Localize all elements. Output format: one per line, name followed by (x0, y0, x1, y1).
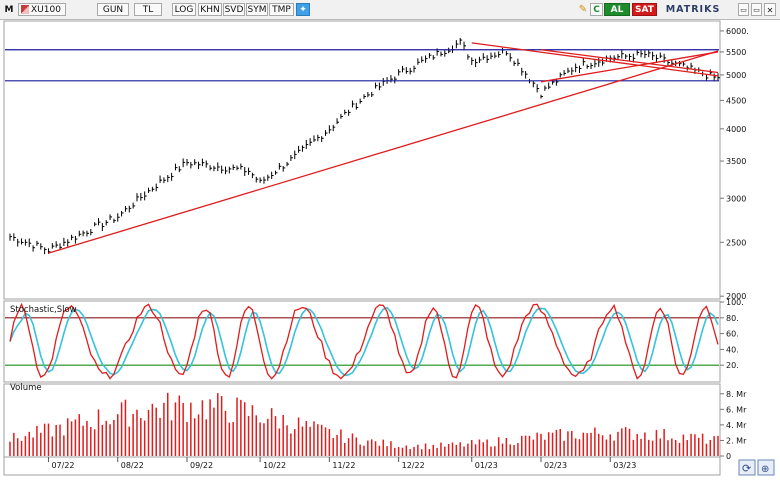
c-button[interactable]: C (590, 3, 603, 16)
stochastic-axis-tick-label: 100. (726, 298, 744, 307)
price-axis-tick-label: 3500 (726, 157, 746, 166)
period-button[interactable]: GUN (97, 3, 129, 16)
x-axis-tick-label: 12/22 (402, 461, 425, 470)
symbol-label: XU100 (31, 5, 61, 15)
volume-axis-tick-label: 8. Mr (726, 390, 747, 399)
price-axis-tick-label: 4000 (726, 125, 746, 134)
stochastic-axis-tick-label: 60. (726, 330, 739, 339)
symbol-icon (21, 5, 29, 14)
refresh-icon[interactable]: ⟳ (742, 462, 751, 475)
sym-button[interactable]: SYM (246, 3, 268, 16)
mode-button[interactable]: M (4, 5, 14, 15)
x-axis-tick-label: 03/23 (613, 461, 636, 470)
volume-pane-title: Volume (10, 383, 42, 393)
khn-button[interactable]: KHN (198, 3, 222, 16)
price-axis-tick-label: 2500 (726, 238, 746, 247)
log-button[interactable]: LOG (172, 3, 196, 16)
price-axis-tick-label: 6000. (726, 27, 749, 36)
trend-line (540, 49, 719, 74)
stochastic-pane-title: Stochastic,Slow (10, 305, 77, 315)
toolbar: M XU100 GUN TL LOG KHN SVD SYM TMP ✦ ✎ C… (0, 0, 780, 20)
stochastic-axis-tick-label: 80. (726, 314, 739, 323)
x-axis-tick-label: 10/22 (263, 461, 286, 470)
volume-axis-tick-label: 6. Mr (726, 405, 747, 414)
price-axis-tick-label: 3000 (726, 194, 746, 203)
volume-axis-tick-label: 2. Mr (726, 436, 747, 445)
tmp-button[interactable]: TMP (269, 3, 294, 16)
stochastic-lines (5, 302, 719, 380)
drawn-lines (5, 42, 719, 254)
close-button[interactable]: ✕ (764, 3, 776, 16)
axes: 2000 2500 3000 3500 4000 4500 5000 5500 6000. 20.… (47, 27, 749, 470)
buy-button[interactable]: AL (604, 3, 630, 16)
trend-line (540, 51, 719, 83)
x-axis-tick-label: 08/22 (121, 461, 144, 470)
brand-logo: MATRIKS (665, 4, 721, 15)
volume-pane-frame (3, 383, 721, 458)
trend-line (48, 50, 719, 254)
chart-area: 2000 2500 3000 3500 4000 4500 5000 5500 6000. 20.… (3, 20, 775, 476)
refresh-button[interactable] (738, 459, 756, 476)
price-pane-frame (3, 20, 721, 300)
pencil-icon[interactable]: ✎ (578, 4, 588, 15)
zoom-icon[interactable]: ⊕ (761, 464, 769, 475)
stochastic-pane-frame (3, 300, 721, 383)
x-axis-tick-label: 01/23 (475, 461, 498, 470)
sell-button[interactable]: SAT (632, 3, 657, 16)
price-axis-tick-label: 4500 (726, 96, 746, 105)
zoom-button[interactable] (757, 459, 775, 476)
stochastic-k-line (9, 302, 719, 380)
x-axis-tick-label: 02/23 (544, 461, 567, 470)
trend-line (471, 42, 719, 77)
volume-bars (9, 392, 719, 456)
svd-button[interactable]: SVD (223, 3, 245, 16)
minimize-button[interactable]: ▭ (738, 3, 749, 16)
x-axis-tick-label: 11/22 (332, 461, 355, 470)
stochastic-axis-tick-label: 40. (726, 345, 739, 354)
volume-axis-tick-label: 4. Mr (726, 421, 747, 430)
price-series (9, 37, 720, 255)
price-axis-tick-label: 2000 (726, 292, 746, 301)
currency-button[interactable]: TL (134, 3, 162, 16)
symbol-selector[interactable]: XU100 (18, 3, 66, 16)
x-axis-tick-label: 07/22 (51, 461, 74, 470)
stochastic-axis-tick-label: 20. (726, 361, 739, 370)
x-axis-tick-label: 09/22 (190, 461, 213, 470)
stochastic-d-line (9, 306, 719, 377)
twitter-bird-icon[interactable]: ✦ (296, 3, 310, 16)
price-axis-tick-label: 5500 (726, 48, 746, 57)
price-axis-tick-label: 5000 (726, 71, 746, 80)
maximize-button[interactable]: ▭ (751, 3, 762, 16)
volume-axis-tick-label: 0 (726, 452, 731, 461)
